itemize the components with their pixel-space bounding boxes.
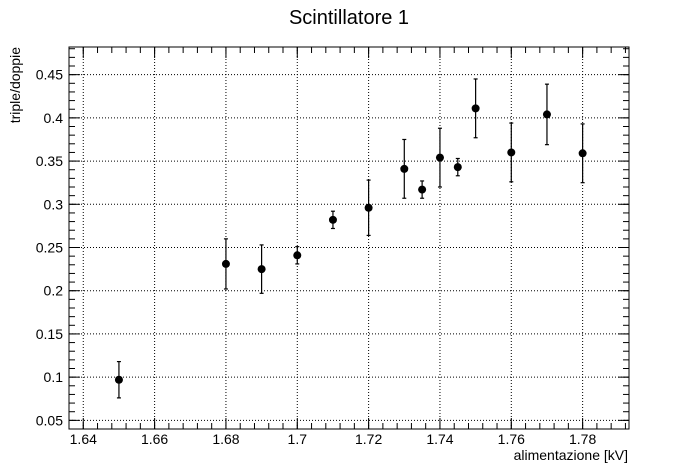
y-tick-label: 0.35 xyxy=(36,153,63,169)
data-point xyxy=(507,148,516,157)
chart-title: Scintillatore 1 xyxy=(289,7,409,29)
data-point xyxy=(328,215,337,224)
x-tick-label: 1.66 xyxy=(141,431,168,447)
data-point xyxy=(542,110,551,119)
data-point xyxy=(471,104,480,113)
data-point xyxy=(578,149,587,158)
x-tick-label: 1.72 xyxy=(355,431,382,447)
y-tick-label: 0.3 xyxy=(44,196,64,212)
x-tick-label: 1.74 xyxy=(426,431,453,447)
y-tick-label: 0.05 xyxy=(36,412,63,428)
y-tick-label: 0.45 xyxy=(36,67,63,83)
grid xyxy=(69,47,629,429)
data-point xyxy=(114,375,123,384)
x-tick-label: 1.78 xyxy=(569,431,596,447)
data-points xyxy=(114,78,587,399)
axis-ticks xyxy=(68,47,629,430)
plot-frame xyxy=(68,46,630,430)
data-point xyxy=(400,164,409,173)
data-point xyxy=(257,265,266,274)
y-tick-label: 0.1 xyxy=(44,369,64,385)
x-tick-label: 1.68 xyxy=(212,431,239,447)
y-tick-label: 0.25 xyxy=(36,240,63,256)
y-tick-label: 0.15 xyxy=(36,326,63,342)
y-axis-label: triple/doppie xyxy=(7,47,23,123)
y-tick-label: 0.2 xyxy=(44,283,64,299)
x-tick-label: 1.76 xyxy=(498,431,525,447)
y-tick-labels: 0.05 0.1 0.15 0.2 0.25 0.3 0.35 0.4 0.45 xyxy=(36,67,63,429)
data-point xyxy=(293,251,302,260)
y-tick-label: 0.4 xyxy=(44,110,64,126)
data-point xyxy=(364,203,373,212)
x-tick-labels: 1.64 1.66 1.68 1.7 1.72 1.74 1.76 1.78 xyxy=(70,431,597,447)
data-point xyxy=(221,259,230,268)
data-point xyxy=(418,185,427,194)
x-tick-label: 1.7 xyxy=(288,431,308,447)
x-tick-label: 1.64 xyxy=(70,431,97,447)
data-point xyxy=(453,163,462,172)
data-point xyxy=(435,153,444,162)
x-axis-label: alimentazione [kV] xyxy=(514,447,628,463)
